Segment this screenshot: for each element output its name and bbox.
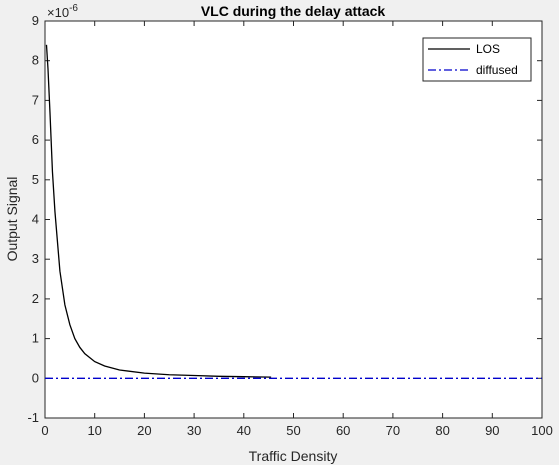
x-tick-label: 60	[336, 423, 350, 438]
y-tick-label: 5	[32, 172, 39, 187]
y-tick-label: 9	[32, 13, 39, 28]
y-tick-label: 6	[32, 132, 39, 147]
y-tick-label: 4	[32, 212, 39, 227]
x-tick-label: 40	[237, 423, 251, 438]
chart-title: VLC during the delay attack	[201, 3, 386, 19]
legend-label-diffused: diffused	[476, 63, 518, 77]
x-axis-label: Traffic Density	[249, 448, 338, 464]
legend-label-los: LOS	[476, 42, 500, 56]
x-tick-label: 70	[386, 423, 400, 438]
y-tick-label: 8	[32, 53, 39, 68]
x-tick-label: 20	[137, 423, 151, 438]
y-exponent-power: -6	[69, 3, 78, 14]
y-axis-label: Output Signal	[4, 177, 20, 262]
plot-area	[44, 20, 543, 419]
x-tick-label: 30	[187, 423, 201, 438]
legend: LOS diffused	[422, 37, 532, 82]
series-layer	[45, 44, 542, 379]
y-tick-label: 2	[32, 291, 39, 306]
x-tick-label: 90	[485, 423, 499, 438]
x-tick-label: 80	[435, 423, 449, 438]
y-tick-label: 1	[32, 331, 39, 346]
y-exponent-base: ×10	[47, 5, 69, 20]
y-tick-label: -1	[27, 410, 39, 425]
y-tick-label: 7	[32, 92, 39, 107]
y-exponent-label: ×10-6	[47, 3, 78, 20]
series-line-los	[45, 44, 272, 378]
x-tick-label: 100	[531, 423, 553, 438]
x-tick-label: 10	[87, 423, 101, 438]
y-tick-label: 0	[32, 370, 39, 385]
x-tick-label: 0	[41, 423, 48, 438]
x-tick-label: 50	[286, 423, 300, 438]
y-tick-label: 3	[32, 251, 39, 266]
legend-box	[422, 37, 532, 82]
